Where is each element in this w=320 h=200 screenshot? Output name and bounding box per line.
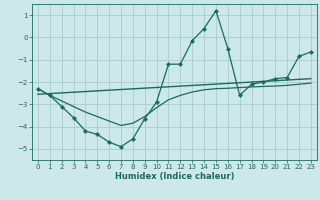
X-axis label: Humidex (Indice chaleur): Humidex (Indice chaleur) [115,172,234,181]
